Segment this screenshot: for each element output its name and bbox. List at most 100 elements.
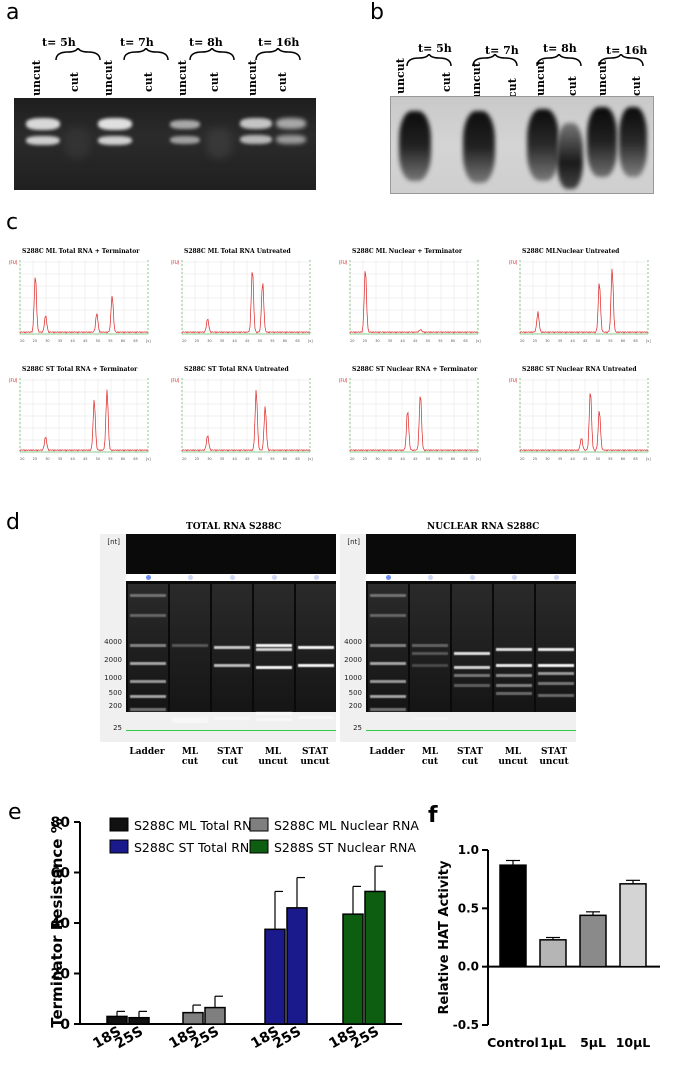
trace-line [181, 389, 311, 452]
gel-band [454, 674, 490, 677]
x-tick: 20 [350, 457, 354, 461]
x-tick: 30 [545, 339, 549, 343]
x-tick: 40 [400, 339, 404, 343]
bar-control [499, 864, 527, 968]
y-unit: [FU] [509, 378, 518, 383]
trace-line [19, 277, 149, 334]
x-tick: 60 [121, 339, 125, 343]
y-tick-label: 20 [51, 967, 71, 983]
tp-a-1: t= 5h [42, 36, 76, 49]
gel-band [298, 716, 334, 719]
gel-band [256, 648, 292, 651]
x-tick: 65 [633, 339, 637, 343]
marker-label: 4000 [344, 638, 362, 646]
electropherogram-title: S288C MLNuclear Untreated [522, 248, 620, 255]
bar-s288c-ml-total-rna-18S [106, 1015, 128, 1025]
x-tick: 30 [207, 339, 211, 343]
marker-label: 4000 [104, 638, 122, 646]
gel-band [370, 695, 406, 698]
gel-band [172, 644, 208, 647]
lane-a-cut-1: cut [68, 72, 81, 92]
gel-nuclear-title: NUCLEAR RNA S288C [427, 522, 540, 532]
x-tick: 20 [520, 457, 524, 461]
gel-total-lane-5: STAT uncut [300, 747, 330, 767]
lane-b-cut-4: cut [630, 76, 643, 96]
agarose-gel-image [14, 98, 316, 190]
electropherogram-plot: [FU] 20 25 30 35 40 45 50 55 60 65 [s] [171, 260, 313, 343]
x-tick: 40 [400, 457, 404, 461]
y-tick-label: 1.0 [458, 843, 479, 857]
legend-swatch [249, 839, 269, 854]
x-tick: 50 [96, 339, 100, 343]
legend-label: S288C ST Total RNA [134, 840, 258, 855]
well-marker [188, 575, 193, 580]
gel-nuclear-lane-5: STAT uncut [539, 747, 569, 767]
gel-band [538, 682, 574, 685]
gel-band [370, 662, 406, 665]
x-tick: 55 [108, 457, 112, 461]
well-marker [272, 575, 277, 580]
panel-b-label: b [370, 0, 384, 25]
x-tick: 30 [375, 339, 379, 343]
gel-nuclear-lane-3: STAT cut [457, 747, 483, 767]
x-tick: 45 [413, 339, 417, 343]
x-tick: 45 [245, 339, 249, 343]
electropherogram-2: S288C ML Total RNA Untreated [FU] 20 25 30 35… [170, 248, 318, 346]
x-tick: 65 [133, 339, 137, 343]
x-tick: [s] [646, 457, 651, 461]
marker-label: 25 [353, 724, 362, 732]
well-marker [230, 575, 235, 580]
x-tick: 65 [463, 339, 467, 343]
x-tick: 60 [621, 457, 625, 461]
gel-total-unit: [nt] [107, 538, 120, 546]
x-tick: 65 [295, 339, 299, 343]
gel-band [214, 646, 250, 649]
y-unit: [FU] [339, 260, 348, 265]
legend-swatch [109, 817, 129, 832]
electropherogram-plot: [FU] 20 25 30 35 40 45 50 55 60 65 [s] [509, 260, 651, 343]
marker-label: 200 [108, 702, 122, 710]
y-unit: [FU] [171, 260, 180, 265]
gel-total-lane-2: ML cut [181, 747, 199, 767]
x-tick: 45 [583, 339, 587, 343]
trace-line [519, 268, 649, 334]
x-tick: 40 [232, 339, 236, 343]
lane-a-uncut-3: uncut [176, 60, 189, 96]
gel-lane [170, 584, 210, 723]
x-tick: 40 [232, 457, 236, 461]
x-tick: 55 [270, 339, 274, 343]
panel-b-braces [406, 54, 644, 67]
tp-b-2: t= 7h [485, 44, 519, 57]
electropherogram-title: S288C ST Nuclear RNA Untreated [522, 366, 637, 373]
x-tick: [s] [476, 457, 481, 461]
x-tick: 55 [438, 339, 442, 343]
x-tick: 35 [58, 339, 62, 343]
x-tick: 45 [83, 457, 87, 461]
electropherogram-plot: [FU] 20 25 30 35 40 45 50 55 60 65 [s] [171, 378, 313, 461]
x-tick: 40 [70, 339, 74, 343]
electropherogram-6: S288C ST Total RNA Untreated [FU] 20 25 30 35… [170, 366, 318, 464]
gel-nuclear-lane-4: ML uncut [498, 747, 528, 767]
electropherogram-plot: [FU] 20 25 30 35 40 45 50 55 60 65 [s] [509, 378, 651, 461]
marker-label: 500 [108, 689, 122, 697]
x-tick: 40 [570, 339, 574, 343]
lane-a-cut-4: cut [276, 72, 289, 92]
bar-s288c-ml-nuclear-rna-25S [204, 1006, 226, 1025]
x-tick: 30 [545, 457, 549, 461]
well-marker [512, 575, 517, 580]
gel-band [256, 666, 292, 669]
well-marker [386, 575, 391, 580]
x-tick: 60 [451, 339, 455, 343]
x-tick: 35 [388, 457, 392, 461]
x-tick: [s] [146, 339, 151, 343]
marker-label: 200 [348, 702, 362, 710]
electropherogram-plot: [FU] 20 25 30 35 40 45 50 55 60 65 [s] [9, 378, 151, 461]
bar-s288c-ml-nuclear-rna-18S [182, 1011, 204, 1025]
bar-5µl [579, 914, 607, 968]
gel-band [214, 664, 250, 667]
well-marker [428, 575, 433, 580]
x-tick: 50 [596, 339, 600, 343]
lane-b-uncut-4: uncut [596, 60, 609, 96]
x-tick: [s] [646, 339, 651, 343]
